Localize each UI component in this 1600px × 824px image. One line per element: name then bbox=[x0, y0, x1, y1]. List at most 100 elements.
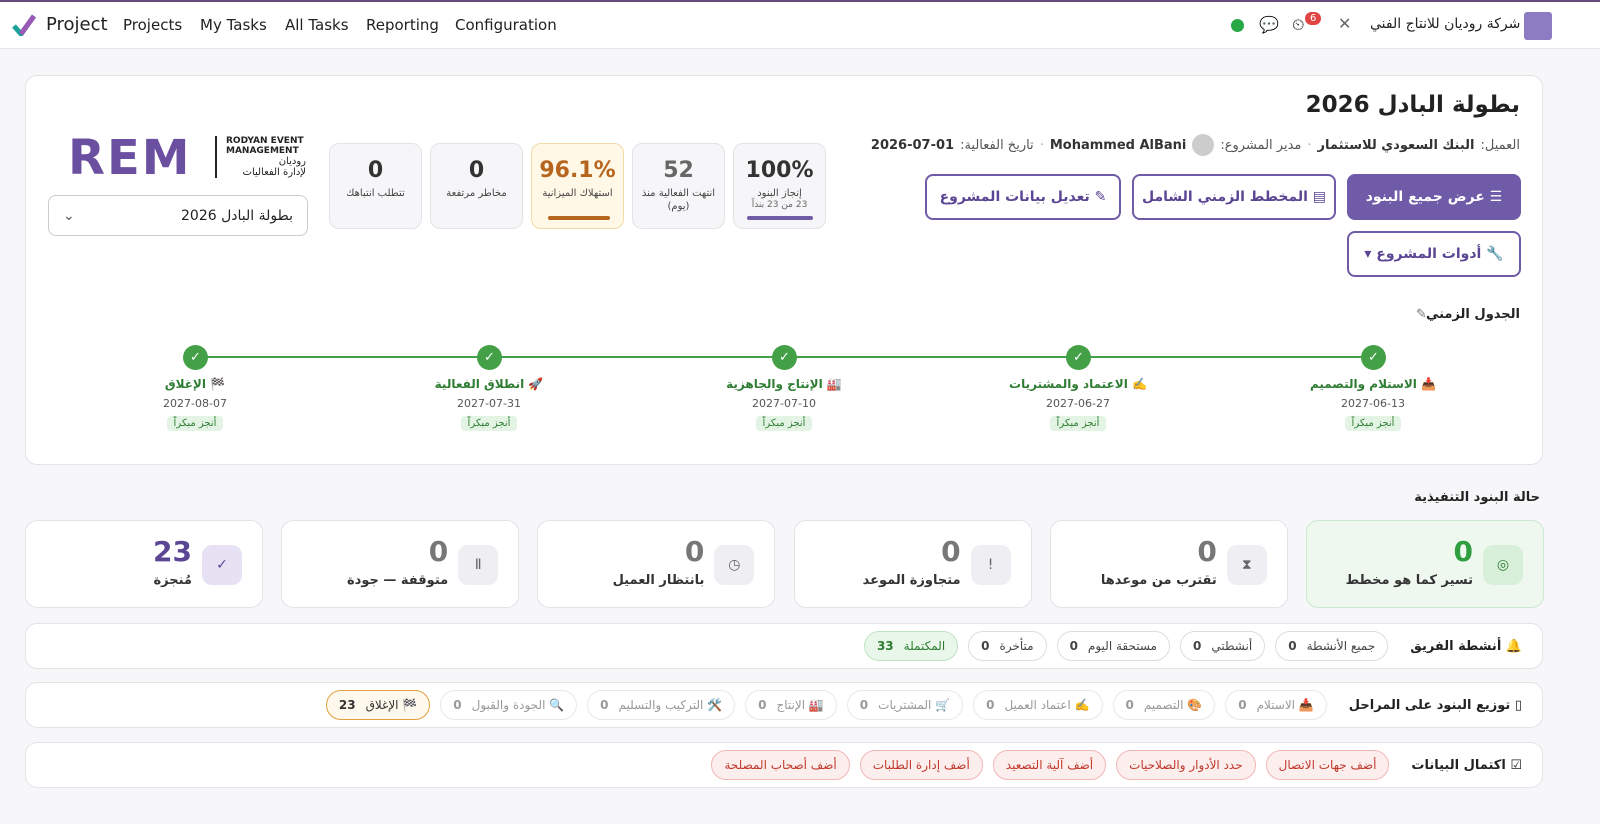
filter-pill[interactable]: أنشطتي 0 bbox=[1179, 631, 1266, 661]
stage-pill[interactable]: 🏁 الإغلاق 23 bbox=[325, 690, 431, 720]
milestone-date: 2027-06-27 bbox=[1046, 397, 1110, 410]
kpi-label: انتهت الفعالية منذ (يوم) bbox=[641, 188, 716, 212]
missing-item[interactable]: أضف جهات الاتصال bbox=[1265, 750, 1390, 780]
timeline-button[interactable]: المخطط الزمني الشامل ▤ bbox=[1132, 174, 1336, 220]
status-icon: ⧗ bbox=[1226, 545, 1267, 585]
stage-pill[interactable]: ✍️ اعتماد العميل 0 bbox=[973, 690, 1103, 720]
milestone-label: 🏭 الإنتاج والجاهزية bbox=[726, 377, 842, 391]
logo-ar2: لإدارة الفعاليات bbox=[242, 167, 306, 178]
status-value: 23 bbox=[153, 535, 192, 568]
filter-pill[interactable]: مستحقة اليوم 0 bbox=[1056, 631, 1170, 661]
stages-title: ▯ توزيع البنود على المراحل bbox=[1348, 697, 1522, 713]
menu-item[interactable]: Configuration bbox=[455, 16, 557, 34]
status-value: 0 bbox=[941, 535, 961, 568]
status-value: 0 bbox=[684, 535, 705, 568]
stage-pill[interactable]: 🏭 الإنتاج 0 bbox=[745, 690, 837, 720]
stage-count: 0 bbox=[758, 698, 767, 712]
missing-item[interactable]: أضف إدارة الطلبات bbox=[859, 750, 983, 780]
logo-mark: REM bbox=[68, 134, 192, 182]
menu-item[interactable]: Projects bbox=[123, 16, 183, 34]
company-name[interactable]: شركة روديان للانتاج الفني bbox=[1370, 16, 1521, 32]
milestone: 🚀 انطلاق الفعالية 2027-07-31 أنجز مبكراً bbox=[389, 377, 589, 431]
stage-count: 23 bbox=[338, 698, 356, 712]
stage-pill[interactable]: 📥 الاستلام 0 bbox=[1225, 690, 1327, 720]
stage-pill[interactable]: 🎨 التصميم 0 bbox=[1112, 690, 1216, 720]
milestone: 🏁 الإغلاق 2027-08-07 أنجز مبكراً bbox=[95, 377, 295, 431]
filter-label: أنشطتي bbox=[1211, 639, 1253, 653]
status-card: ⧗ 0 تقترب من موعدها bbox=[1049, 520, 1288, 608]
stage-count: 0 bbox=[859, 698, 869, 712]
filter-count: 0 bbox=[1069, 639, 1078, 653]
stage-label: ✍️ اعتماد العميل bbox=[1004, 698, 1090, 712]
app-logo bbox=[12, 14, 36, 36]
milestone-date: 2027-08-07 bbox=[163, 397, 227, 410]
kpi-sub: 23 من 23 بنداً bbox=[751, 200, 808, 210]
kpi-value: 52 bbox=[663, 158, 694, 183]
status-value: 0 bbox=[428, 535, 449, 568]
stage-label: 🏁 الإغلاق bbox=[365, 698, 418, 712]
missing-item[interactable]: أضف أصحاب المصلحة bbox=[711, 750, 850, 780]
stage-pill[interactable]: 🔍 الجودة والقبول 0 bbox=[440, 690, 578, 720]
milestone-label: 🏁 الإغلاق bbox=[164, 377, 226, 391]
menu-item[interactable]: All Tasks bbox=[285, 16, 349, 34]
kpi-card: 52 انتهت الفعالية منذ (يوم) bbox=[632, 143, 725, 229]
filter-pill[interactable]: متأخرة 0 bbox=[968, 631, 1047, 661]
kpi-value: 0 bbox=[367, 158, 384, 183]
activity-icon[interactable]: ⏲ bbox=[1292, 15, 1305, 34]
status-icon: ✓ bbox=[202, 545, 242, 585]
milestone-dot: ✓ bbox=[477, 345, 502, 370]
team-title-text: أنشطة الفريق bbox=[1410, 638, 1502, 654]
logo-text: REM bbox=[68, 130, 192, 186]
team-bar: 🔔 أنشطة الفريق جميع الأنشطة 0 أنشطتي 0 مستحقة… bbox=[25, 623, 1543, 669]
milestone-status: أنجز مبكراً bbox=[755, 416, 813, 431]
missing-item[interactable]: أضف آلية التصعيد bbox=[992, 750, 1107, 780]
filter-pill[interactable]: المكتملة 33 bbox=[863, 631, 959, 661]
tools-button[interactable]: ▾ أدوات المشروع 🔧 bbox=[1347, 231, 1521, 277]
tools-icon[interactable]: ✕ bbox=[1338, 14, 1352, 33]
project-selector[interactable]: بطولة البادل 2026 ⌄ bbox=[48, 195, 308, 236]
edit-timeline-icon[interactable]: ✎ bbox=[1416, 307, 1427, 322]
status-dot bbox=[1231, 19, 1244, 32]
stage-pill[interactable]: 🛒 المشتريات 0 bbox=[846, 690, 964, 720]
milestone-date: 2027-07-31 bbox=[457, 397, 521, 410]
status-label: متوقفة — جودة bbox=[347, 573, 449, 588]
menu-item[interactable]: My Tasks bbox=[200, 16, 267, 34]
avatar[interactable] bbox=[1524, 12, 1552, 40]
status-label: متجاوزة الموعد bbox=[862, 573, 961, 588]
kpi-card: 0 مخاطر مرتفعة bbox=[430, 143, 523, 229]
app-name[interactable]: Project bbox=[46, 14, 108, 35]
project-title: بطولة البادل 2026 bbox=[1305, 92, 1520, 118]
stage-pill[interactable]: 🛠️ التركيب والتسليم 0 bbox=[587, 690, 736, 720]
logo-divider bbox=[215, 136, 217, 178]
view-items-button[interactable]: عرض جميع البنود ☰ bbox=[1347, 174, 1521, 220]
milestone-label: ✍️ الاعتماد والمشتريات bbox=[1009, 377, 1147, 391]
milestone-status: أنجز مبكراً bbox=[460, 416, 518, 431]
stage-label: 📥 الاستلام bbox=[1256, 698, 1314, 712]
filter-label: المكتملة bbox=[903, 639, 946, 653]
stage-label: 🎨 التصميم bbox=[1143, 698, 1203, 712]
kpi-value: 0 bbox=[468, 158, 485, 183]
filter-label: متأخرة bbox=[999, 639, 1034, 653]
status-title: حالة البنود التنفيذية bbox=[1414, 490, 1540, 505]
milestone-status: أنجز مبكراً bbox=[1344, 416, 1402, 431]
status-icon: ! bbox=[970, 545, 1011, 585]
milestone-date: 2027-07-10 bbox=[752, 397, 816, 410]
manager-label: مدير المشروع: bbox=[1220, 137, 1302, 153]
kpi-label: تتطلب انتباهك bbox=[346, 188, 405, 199]
filter-pill[interactable]: جميع الأنشطة 0 bbox=[1275, 631, 1389, 661]
stage-count: 0 bbox=[600, 698, 609, 712]
status-card: ! 0 متجاوزة الموعد bbox=[793, 520, 1032, 608]
filter-count: 0 bbox=[1288, 639, 1297, 653]
kpi-card: 0 تتطلب انتباهك bbox=[329, 143, 422, 229]
kpi-label: مخاطر مرتفعة bbox=[446, 188, 507, 199]
status-icon: ◷ bbox=[714, 545, 755, 585]
stages-bar: ▯ توزيع البنود على المراحل 📥 الاستلام 0 🎨 ا… bbox=[25, 682, 1543, 728]
project-meta: العميل: البنك السعودي للاستثمار · مدير ا… bbox=[871, 134, 1520, 156]
menu-item[interactable]: Reporting bbox=[366, 16, 439, 34]
stage-label: 🏭 الإنتاج bbox=[776, 698, 824, 712]
missing-item[interactable]: حدد الأدوار والصلاحيات bbox=[1116, 750, 1256, 780]
milestone-dot: ✓ bbox=[183, 345, 208, 370]
chat-icon[interactable]: 💬 bbox=[1259, 15, 1279, 34]
edit-button[interactable]: تعديل بيانات المشروع ✎ bbox=[925, 174, 1121, 220]
